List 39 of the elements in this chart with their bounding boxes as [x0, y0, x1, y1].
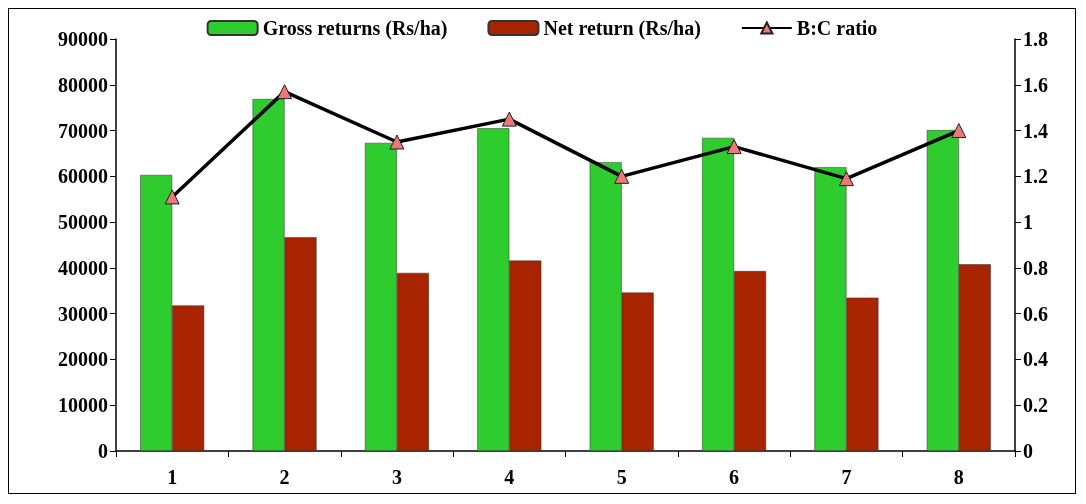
x-tick-label: 4: [504, 466, 515, 488]
y2-tick-label: 0.6: [1023, 302, 1048, 325]
y-tick-label: 90000: [58, 28, 108, 50]
point: [951, 123, 967, 139]
legend-label: Net return (Rs/ha): [543, 17, 701, 40]
point: [838, 171, 854, 187]
legend-label: Gross returns (Rs/ha): [262, 17, 448, 40]
y-tick-label: 30000: [58, 302, 108, 325]
x-tick-label: 6: [729, 466, 740, 488]
y2-tick-label: 0.8: [1023, 256, 1048, 279]
y2-tick-label: 1.6: [1023, 73, 1048, 96]
point: [389, 134, 405, 150]
x-tick-label: 7: [841, 466, 852, 488]
y-tick-label: 40000: [58, 256, 108, 279]
y-tick-label: 10000: [58, 394, 108, 417]
y-tick-label: 70000: [58, 119, 108, 142]
y-tick-label: 50000: [58, 211, 108, 234]
x-tick-label: 5: [616, 466, 627, 488]
y2-tick-label: 0.2: [1023, 394, 1048, 417]
y2-tick-label: 1.4: [1023, 119, 1048, 142]
x-tick-label: 8: [953, 466, 964, 488]
point: [501, 111, 517, 127]
y-tick-label: 60000: [58, 165, 108, 188]
y2-tick-label: 0: [1023, 440, 1033, 462]
x-tick-label: 2: [279, 466, 290, 488]
y2-tick-label: 1.8: [1023, 28, 1048, 50]
legend-label: B:C ratio: [796, 17, 878, 39]
point: [614, 168, 630, 184]
point: [164, 189, 180, 205]
y-tick-label: 20000: [58, 348, 108, 371]
y-tick-label: 80000: [58, 73, 108, 96]
x-tick-label: 3: [391, 466, 402, 488]
y2-tick-label: 1: [1023, 211, 1033, 234]
point: [726, 139, 742, 155]
x-tick-label: 1: [167, 466, 178, 488]
y2-tick-label: 1.2: [1023, 165, 1048, 188]
y-tick-label: 0: [98, 440, 108, 462]
point: [277, 84, 293, 100]
y2-tick-label: 0.4: [1023, 348, 1048, 371]
